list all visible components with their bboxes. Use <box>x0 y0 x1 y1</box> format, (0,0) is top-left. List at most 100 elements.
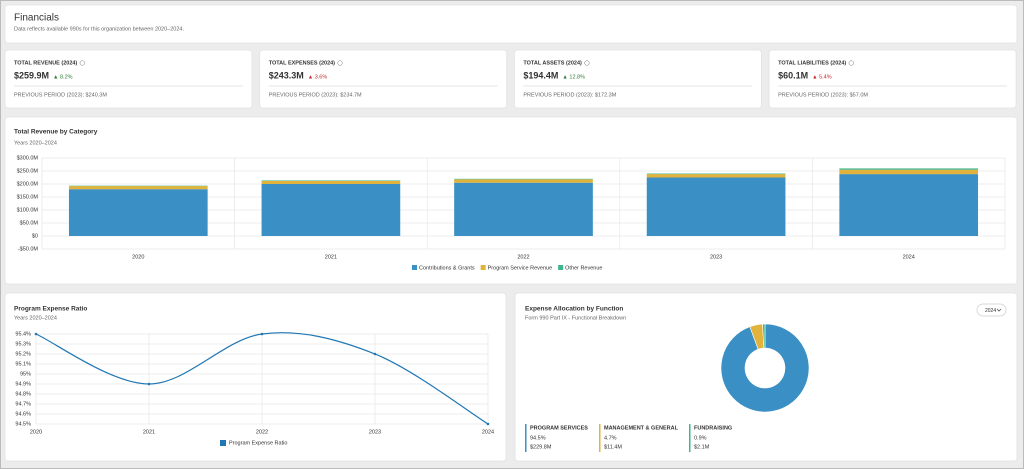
y-tick-label: $150.0M <box>17 194 39 200</box>
info-icon <box>584 60 590 66</box>
legend-percent: 0.9% <box>694 435 707 441</box>
bar-segment <box>646 177 786 236</box>
line-point <box>373 352 377 356</box>
kpi-change: ▲ 12.8% <box>562 74 585 80</box>
kpi-previous: PREVIOUS PERIOD (2023): $240.3M <box>14 92 107 98</box>
x-tick-label: 2023 <box>369 429 381 435</box>
x-tick-label: 2021 <box>325 254 337 260</box>
allocation-card <box>514 292 1018 462</box>
kpi-change: ▲ 3.6% <box>308 74 328 80</box>
bar-segment <box>68 189 208 236</box>
kpi-card <box>514 49 762 109</box>
kpi-value: $60.1M <box>778 70 808 80</box>
x-tick-label: 2021 <box>143 429 155 435</box>
kpi-previous: PREVIOUS PERIOD (2023): $57.0M <box>778 92 868 98</box>
y-tick-label: 95.2% <box>15 351 31 357</box>
bar-segment <box>646 174 786 178</box>
bar-segment <box>454 178 593 180</box>
kpi-label: TOTAL EXPENSES (2024) <box>269 60 335 66</box>
kpi-label: TOTAL REVENUE (2024) <box>14 60 77 66</box>
x-tick-label: 2020 <box>132 254 144 260</box>
donut-segment <box>762 323 766 349</box>
x-tick-label: 2024 <box>482 429 494 435</box>
legend-category: PROGRAM SERVICES <box>530 425 588 431</box>
legend-percent: 94.5% <box>530 435 546 441</box>
legend-swatch <box>480 265 486 270</box>
selector-label: 2024 <box>985 308 996 314</box>
legend-swatch <box>412 265 417 270</box>
kpi-change: ▲ 8.2% <box>53 74 73 80</box>
y-tick-label: 94.8% <box>15 391 31 397</box>
donut-segment <box>720 323 810 413</box>
x-tick-label: 2020 <box>30 429 42 435</box>
y-tick-label: 94.5% <box>15 421 31 427</box>
info-icon <box>848 60 854 66</box>
x-tick-label: 2022 <box>517 254 529 260</box>
kpi-value: $243.3M <box>269 70 304 80</box>
chart-subtitle: Years 2020–2024 <box>14 315 57 321</box>
y-tick-label: $50.0M <box>20 220 39 226</box>
bar-segment <box>454 179 593 183</box>
header-card <box>4 4 1018 44</box>
kpi-previous: PREVIOUS PERIOD (2023): $172.3M <box>523 92 616 98</box>
kpi-previous: PREVIOUS PERIOD (2023): $234.7M <box>269 92 362 98</box>
legend-label: Program Service Revenue <box>488 265 553 271</box>
page-title: Financials <box>14 13 59 24</box>
chart-subtitle: Years 2020–2024 <box>14 140 57 146</box>
kpi-label: TOTAL LIABILITIES (2024) <box>778 60 846 66</box>
legend-bar <box>525 424 527 452</box>
y-tick-label: 95% <box>20 371 31 377</box>
legend-amount: $229.8M <box>530 444 552 450</box>
legend-bar <box>689 424 691 452</box>
bar-segment <box>454 182 593 236</box>
info-icon <box>337 60 343 66</box>
legend-percent: 4.7% <box>604 435 617 441</box>
page-subtitle: Data reflects available 990s for this or… <box>14 26 184 32</box>
info-icon <box>79 60 85 66</box>
chart-title: Expense Allocation by Function <box>525 306 623 313</box>
bar-segment <box>839 174 979 236</box>
legend-category: FUNDRAISING <box>694 425 732 431</box>
y-tick-label: -$50.0M <box>18 246 39 252</box>
y-tick-label: 95.3% <box>15 341 31 347</box>
kpi-value: $259.9M <box>14 70 49 80</box>
kpi-label: TOTAL ASSETS (2024) <box>523 60 582 66</box>
kpi-card <box>768 49 1017 109</box>
chart-title: Total Revenue by Category <box>14 129 98 136</box>
bar-segment <box>646 173 786 175</box>
x-tick-label: 2023 <box>710 254 722 260</box>
line-point <box>260 332 264 336</box>
bar-segment <box>261 180 401 181</box>
chart-subtitle: Form 990 Part IX - Functional Breakdown <box>525 315 626 321</box>
y-tick-label: $300.0M <box>17 155 39 161</box>
year-selector[interactable] <box>976 303 1007 317</box>
bar-segment <box>261 184 401 236</box>
y-tick-label: 94.6% <box>15 411 31 417</box>
y-tick-label: $250.0M <box>17 168 39 174</box>
bar-segment <box>839 169 979 175</box>
legend-label: Program Expense Ratio <box>229 440 287 446</box>
kpi-value: $194.4M <box>523 70 558 80</box>
kpi-card <box>4 49 253 109</box>
y-tick-label: 94.9% <box>15 381 31 387</box>
y-tick-label: 95.4% <box>15 331 31 337</box>
x-tick-label: 2024 <box>903 254 915 260</box>
x-tick-label: 2022 <box>256 429 268 435</box>
legend-amount: $2.1M <box>694 444 710 450</box>
bar-segment <box>839 168 979 170</box>
legend-bar <box>599 424 601 452</box>
chart-title: Program Expense Ratio <box>14 306 87 313</box>
legend-category: MANAGEMENT & GENERAL <box>604 425 679 431</box>
legend-label: Contributions & Grants <box>419 265 475 271</box>
y-tick-label: $0 <box>32 233 38 239</box>
line-point <box>486 422 490 426</box>
line-point <box>34 332 38 336</box>
legend-swatch <box>558 265 564 270</box>
ratio-card <box>4 292 507 462</box>
bar-segment <box>68 186 208 190</box>
selector-caret <box>996 308 1002 312</box>
y-tick-label: 95.1% <box>15 361 31 367</box>
line-point <box>147 382 151 386</box>
y-tick-label: $200.0M <box>17 181 39 187</box>
